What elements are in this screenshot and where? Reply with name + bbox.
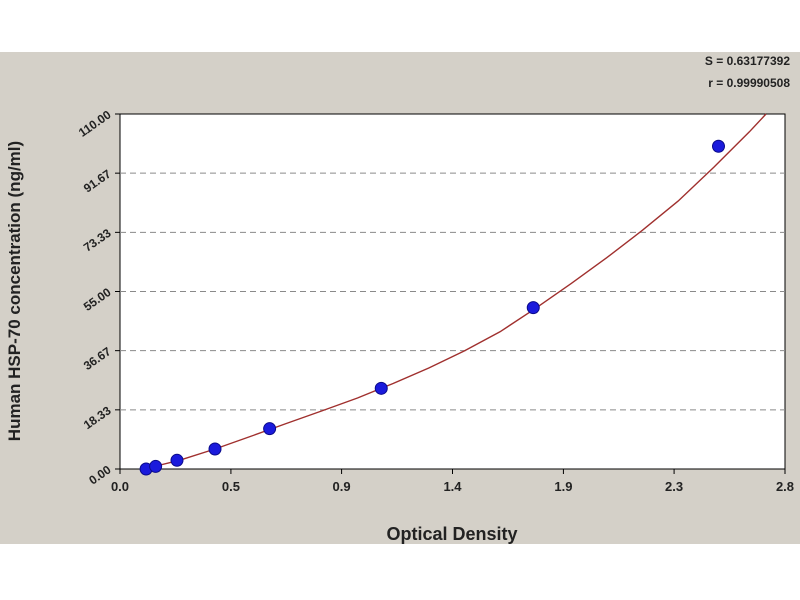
y-tick-label: 0.00	[86, 462, 113, 487]
chart-svg: 0.00 18.33 36.67 55.00 73.33 91.67 110.00 0.0 0.…	[5, 107, 794, 544]
grid-lines	[120, 172, 785, 411]
y-tick-label: 73.33	[81, 226, 114, 255]
data-point	[149, 459, 163, 473]
data-point	[170, 453, 184, 467]
x-tick-label: 1.4	[443, 479, 462, 494]
y-axis-label: Human HSP-70 concentration (ng/ml)	[5, 141, 24, 441]
x-tick-label: 0.9	[333, 479, 351, 494]
y-tick-label: 110.00	[76, 107, 114, 139]
stat-s: S = 0.63177392	[704, 54, 790, 68]
y-tick-label: 91.67	[81, 167, 114, 196]
data-point	[374, 381, 388, 395]
data-points	[139, 139, 725, 476]
y-tick-label: 36.67	[81, 344, 114, 373]
x-tick-label: 2.3	[665, 479, 683, 494]
chart-panel: 0.00 18.33 36.67 55.00 73.33 91.67 110.00 0.0 0.…	[0, 52, 800, 544]
data-point	[526, 301, 540, 315]
y-tick-label: 18.33	[81, 403, 114, 432]
x-tick-label: 0.5	[222, 479, 240, 494]
curve-line	[143, 113, 767, 470]
x-axis-label: Optical Density	[386, 524, 517, 544]
data-point	[712, 139, 725, 153]
fitted-curve	[143, 113, 767, 470]
data-point	[208, 442, 222, 456]
y-tick-label: 55.00	[81, 285, 114, 314]
x-tick-label: 1.9	[554, 479, 572, 494]
stat-r: r = 0.99990508	[708, 76, 790, 90]
data-point	[263, 422, 277, 436]
x-tick-label: 2.8	[776, 479, 794, 494]
x-tick-label: 0.0	[111, 479, 129, 494]
